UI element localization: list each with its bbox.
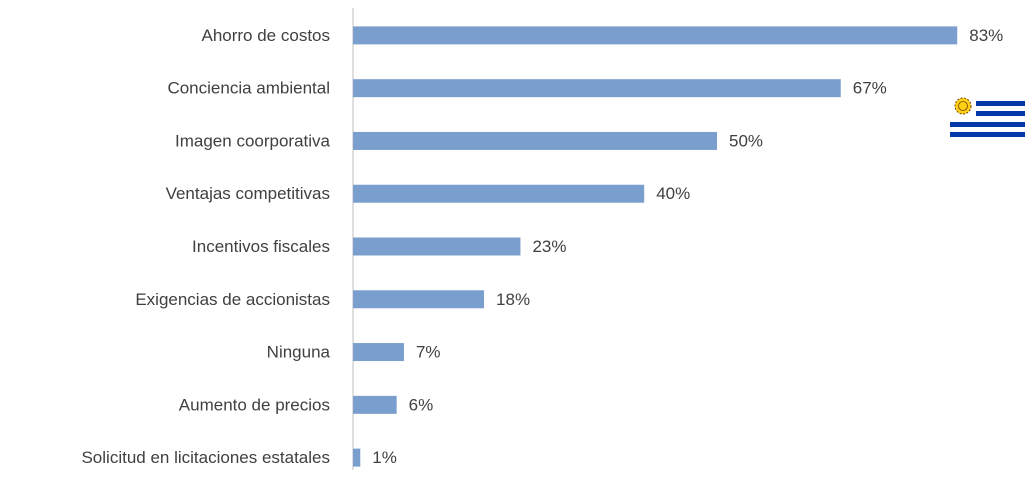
value-label: 6% — [409, 395, 434, 414]
y-tick-label: Conciencia ambiental — [167, 79, 330, 98]
flag — [950, 96, 1025, 143]
y-tick-label: Ventajas competitivas — [166, 184, 330, 203]
value-label: 18% — [496, 290, 530, 309]
bar — [353, 131, 717, 150]
bar — [353, 395, 397, 414]
y-tick-label: Aumento de precios — [179, 395, 330, 414]
y-tick-label: Ninguna — [267, 343, 331, 362]
bar — [353, 448, 361, 467]
bar — [353, 26, 958, 45]
y-tick-label: Exigencias de accionistas — [135, 290, 330, 309]
value-label: 1% — [372, 448, 397, 467]
y-tick-label: Imagen coorporativa — [175, 131, 331, 150]
bar — [353, 290, 485, 309]
value-label: 7% — [416, 343, 441, 362]
y-tick-label: Solicitud en licitaciones estatales — [81, 448, 330, 467]
value-label: 83% — [969, 26, 1003, 45]
value-label: 67% — [853, 79, 887, 98]
bar — [353, 184, 645, 203]
y-tick-label: Incentivos fiscales — [192, 237, 330, 256]
value-label: 50% — [729, 131, 763, 150]
bar — [353, 237, 521, 256]
value-label: 23% — [532, 237, 566, 256]
bar — [353, 343, 404, 362]
bar — [353, 79, 841, 98]
value-label: 40% — [656, 184, 690, 203]
y-tick-label: Ahorro de costos — [201, 26, 330, 45]
